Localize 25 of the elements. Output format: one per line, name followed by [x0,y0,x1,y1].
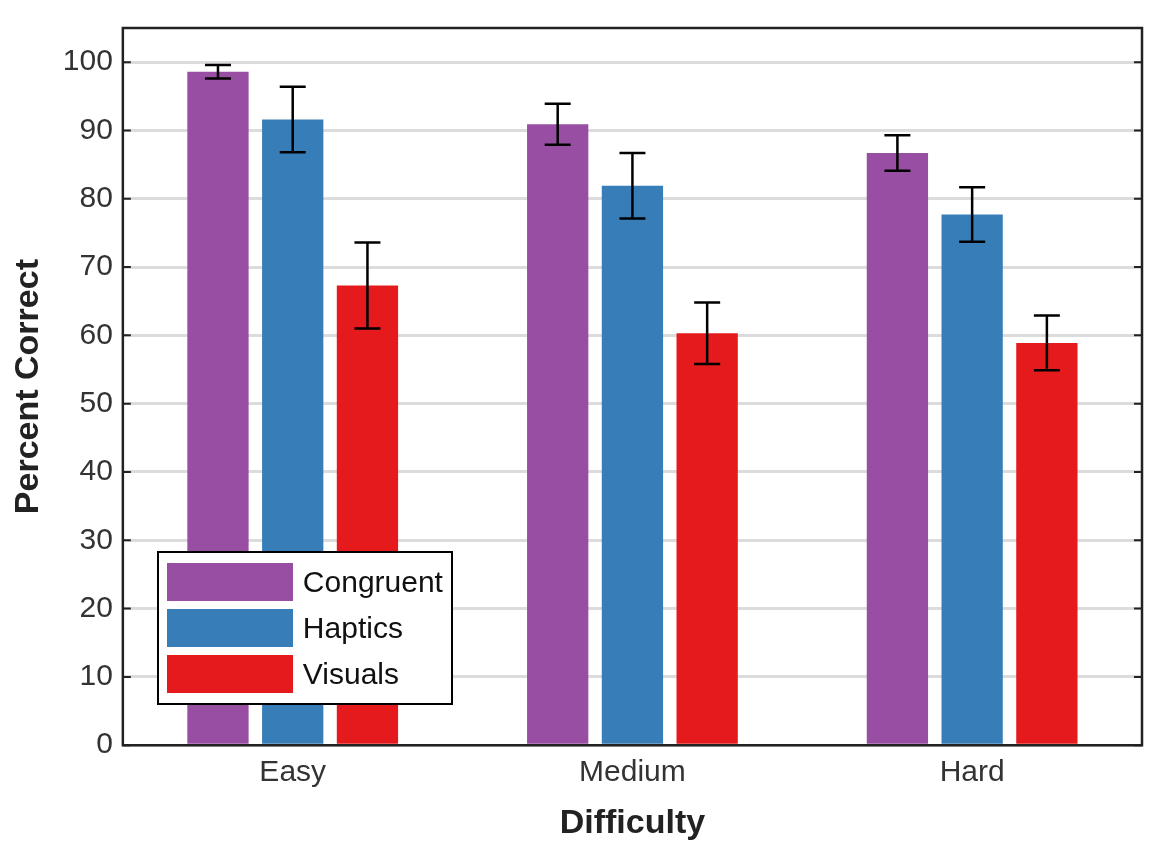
y-axis-title: Percent Correct [6,259,45,515]
y-tick-label: 10 [79,658,113,692]
x-tick-label: Easy [259,754,327,788]
y-tick-label: 50 [79,384,113,418]
legend-label: Haptics [302,611,403,646]
bar [941,214,1003,744]
legend-label: Congruent [302,565,443,600]
y-tick-label: 100 [62,43,113,77]
bar [866,153,929,744]
x-tick-label: Medium [579,754,686,788]
x-tick-label: Hard [939,754,1005,788]
y-tick-label: 40 [79,453,113,487]
legend-label: Visuals [302,657,400,692]
y-tick-label: 30 [79,521,113,555]
bar [527,124,589,744]
bar [601,185,664,744]
bar [676,333,738,744]
y-tick-label: 0 [96,726,113,760]
bar [1016,342,1078,744]
x-axis-title: Difficulty [559,801,706,840]
y-tick-label: 60 [79,316,113,350]
y-tick-label: 90 [79,111,113,145]
y-tick-label: 80 [79,180,113,214]
y-tick-label: 20 [79,589,113,623]
y-tick-label: 70 [79,248,113,282]
